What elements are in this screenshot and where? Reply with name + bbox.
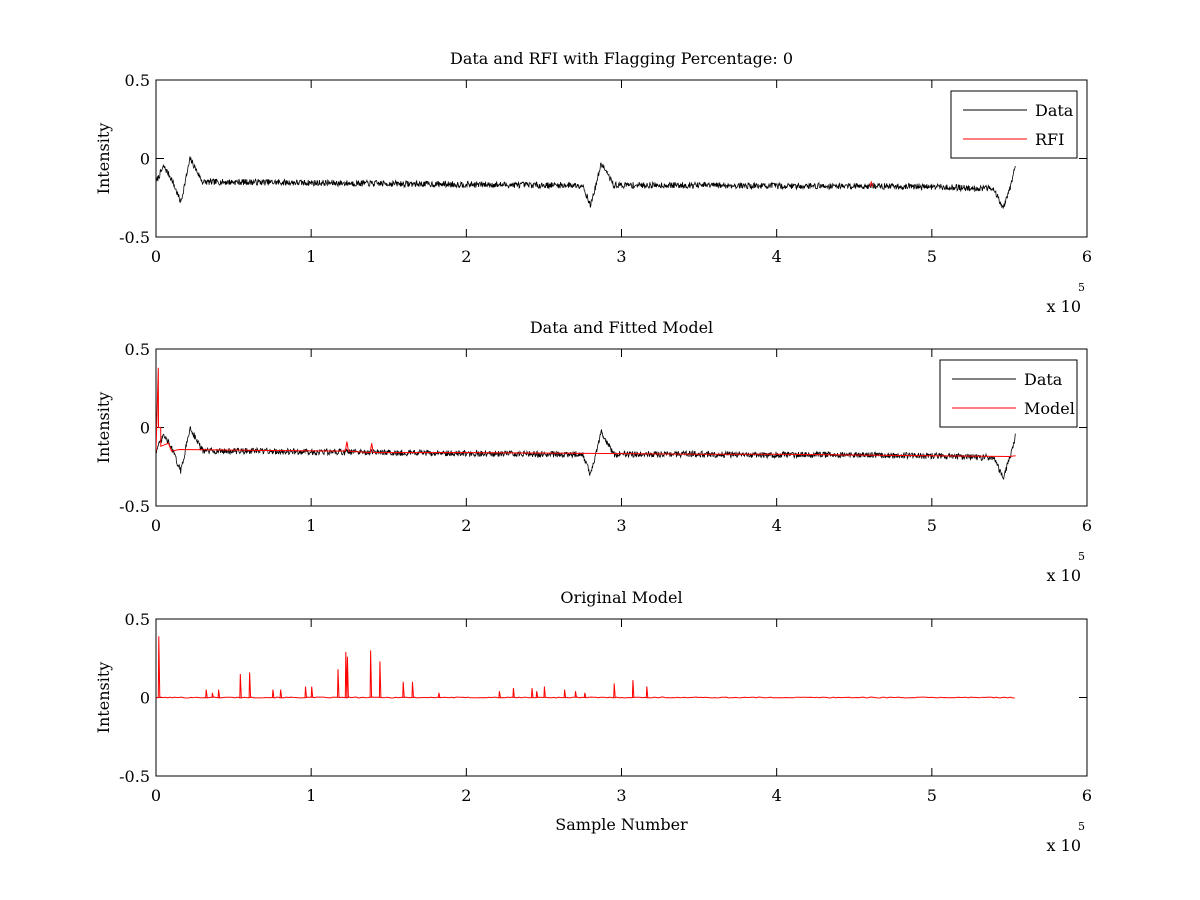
x-tick-label: 3 (616, 786, 626, 805)
plot-area (156, 636, 1015, 699)
x-tick-label: 5 (927, 247, 937, 266)
x-tick-label: 0 (151, 786, 161, 805)
y-tick-label: 0 (140, 689, 150, 708)
y-tick-label: 0 (140, 419, 150, 438)
x-tick-label: 5 (927, 516, 937, 535)
x-tick-label: 4 (772, 516, 782, 535)
subplot-1: Data and RFI with Flagging Percentage: 0… (94, 49, 1092, 316)
plot-area (156, 156, 1016, 209)
x-tick-label: 3 (616, 247, 626, 266)
x-tick-label: 0 (151, 247, 161, 266)
axes-box (155, 79, 1088, 238)
y-tick-label: -0.5 (119, 228, 150, 247)
y-axis-label: Intensity (94, 662, 113, 734)
x-tick-label: 4 (772, 786, 782, 805)
plot-area (156, 367, 1016, 480)
x-tick-label: 2 (461, 516, 471, 535)
legend-box (950, 90, 1078, 159)
y-axis-label: Intensity (94, 392, 113, 464)
y-tick-label: 0.5 (125, 71, 150, 90)
legend-label: Data (1035, 101, 1074, 120)
legend-box (939, 359, 1078, 428)
x-tick-label: 1 (306, 247, 316, 266)
y-tick-label: 0.5 (125, 610, 150, 629)
y-tick-label: 0.5 (125, 340, 150, 359)
series-line-model (156, 367, 1016, 458)
x-tick-label: 5 (927, 786, 937, 805)
subplot-2: Data and Fitted Model Intensity 0 1 2 3 4 5 6 -0.… (94, 318, 1092, 585)
x-tick-label: 1 (306, 516, 316, 535)
x-tick-label: 6 (1082, 516, 1092, 535)
x-tick-label: 0 (151, 516, 161, 535)
x-tick-label: 3 (616, 516, 626, 535)
subplot-3: Original Model Intensity Sample Number 0 1 2 3… (94, 588, 1092, 855)
chart-title: Data and Fitted Model (530, 318, 713, 337)
x-tick-label: 6 (1082, 786, 1092, 805)
x-tick-label: 2 (461, 247, 471, 266)
x-tick-label: 6 (1082, 247, 1092, 266)
x-axis-label: Sample Number (555, 815, 688, 834)
legend: Data RFI (950, 90, 1078, 159)
x-multiplier-label: x 10 (1047, 836, 1081, 855)
legend: Data Model (939, 359, 1078, 428)
x-tick-label: 4 (772, 247, 782, 266)
x-tick-label: 1 (306, 786, 316, 805)
chart-title: Original Model (560, 588, 682, 607)
x-tick-label: 2 (461, 786, 471, 805)
x-multiplier-exponent: 5 (1078, 820, 1085, 833)
y-axis-label: Intensity (94, 123, 113, 195)
series-line-data (156, 426, 1016, 480)
chart-title: Data and RFI with Flagging Percentage: 0 (450, 49, 793, 68)
x-multiplier-label: x 10 (1047, 566, 1081, 585)
series-line-model (156, 636, 1015, 699)
series-line-rfi (869, 180, 874, 187)
legend-label: Data (1024, 370, 1063, 389)
x-multiplier-exponent: 5 (1078, 550, 1085, 563)
legend-label: Model (1024, 399, 1075, 418)
y-tick-label: 0 (140, 150, 150, 169)
y-tick-label: -0.5 (119, 767, 150, 786)
y-tick-label: -0.5 (119, 497, 150, 516)
x-multiplier-label: x 10 (1047, 297, 1081, 316)
series-line-data (156, 156, 1016, 209)
x-multiplier-exponent: 5 (1078, 281, 1085, 294)
legend-label: RFI (1035, 130, 1064, 149)
